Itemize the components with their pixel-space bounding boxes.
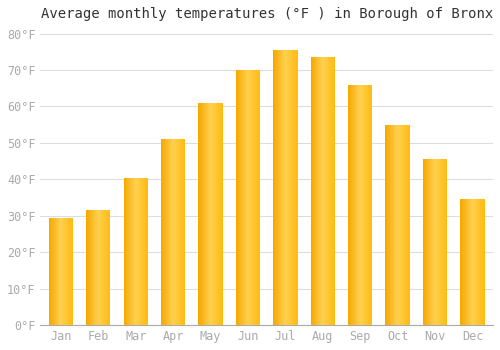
Title: Average monthly temperatures (°F ) in Borough of Bronx: Average monthly temperatures (°F ) in Bo… [40, 7, 493, 21]
